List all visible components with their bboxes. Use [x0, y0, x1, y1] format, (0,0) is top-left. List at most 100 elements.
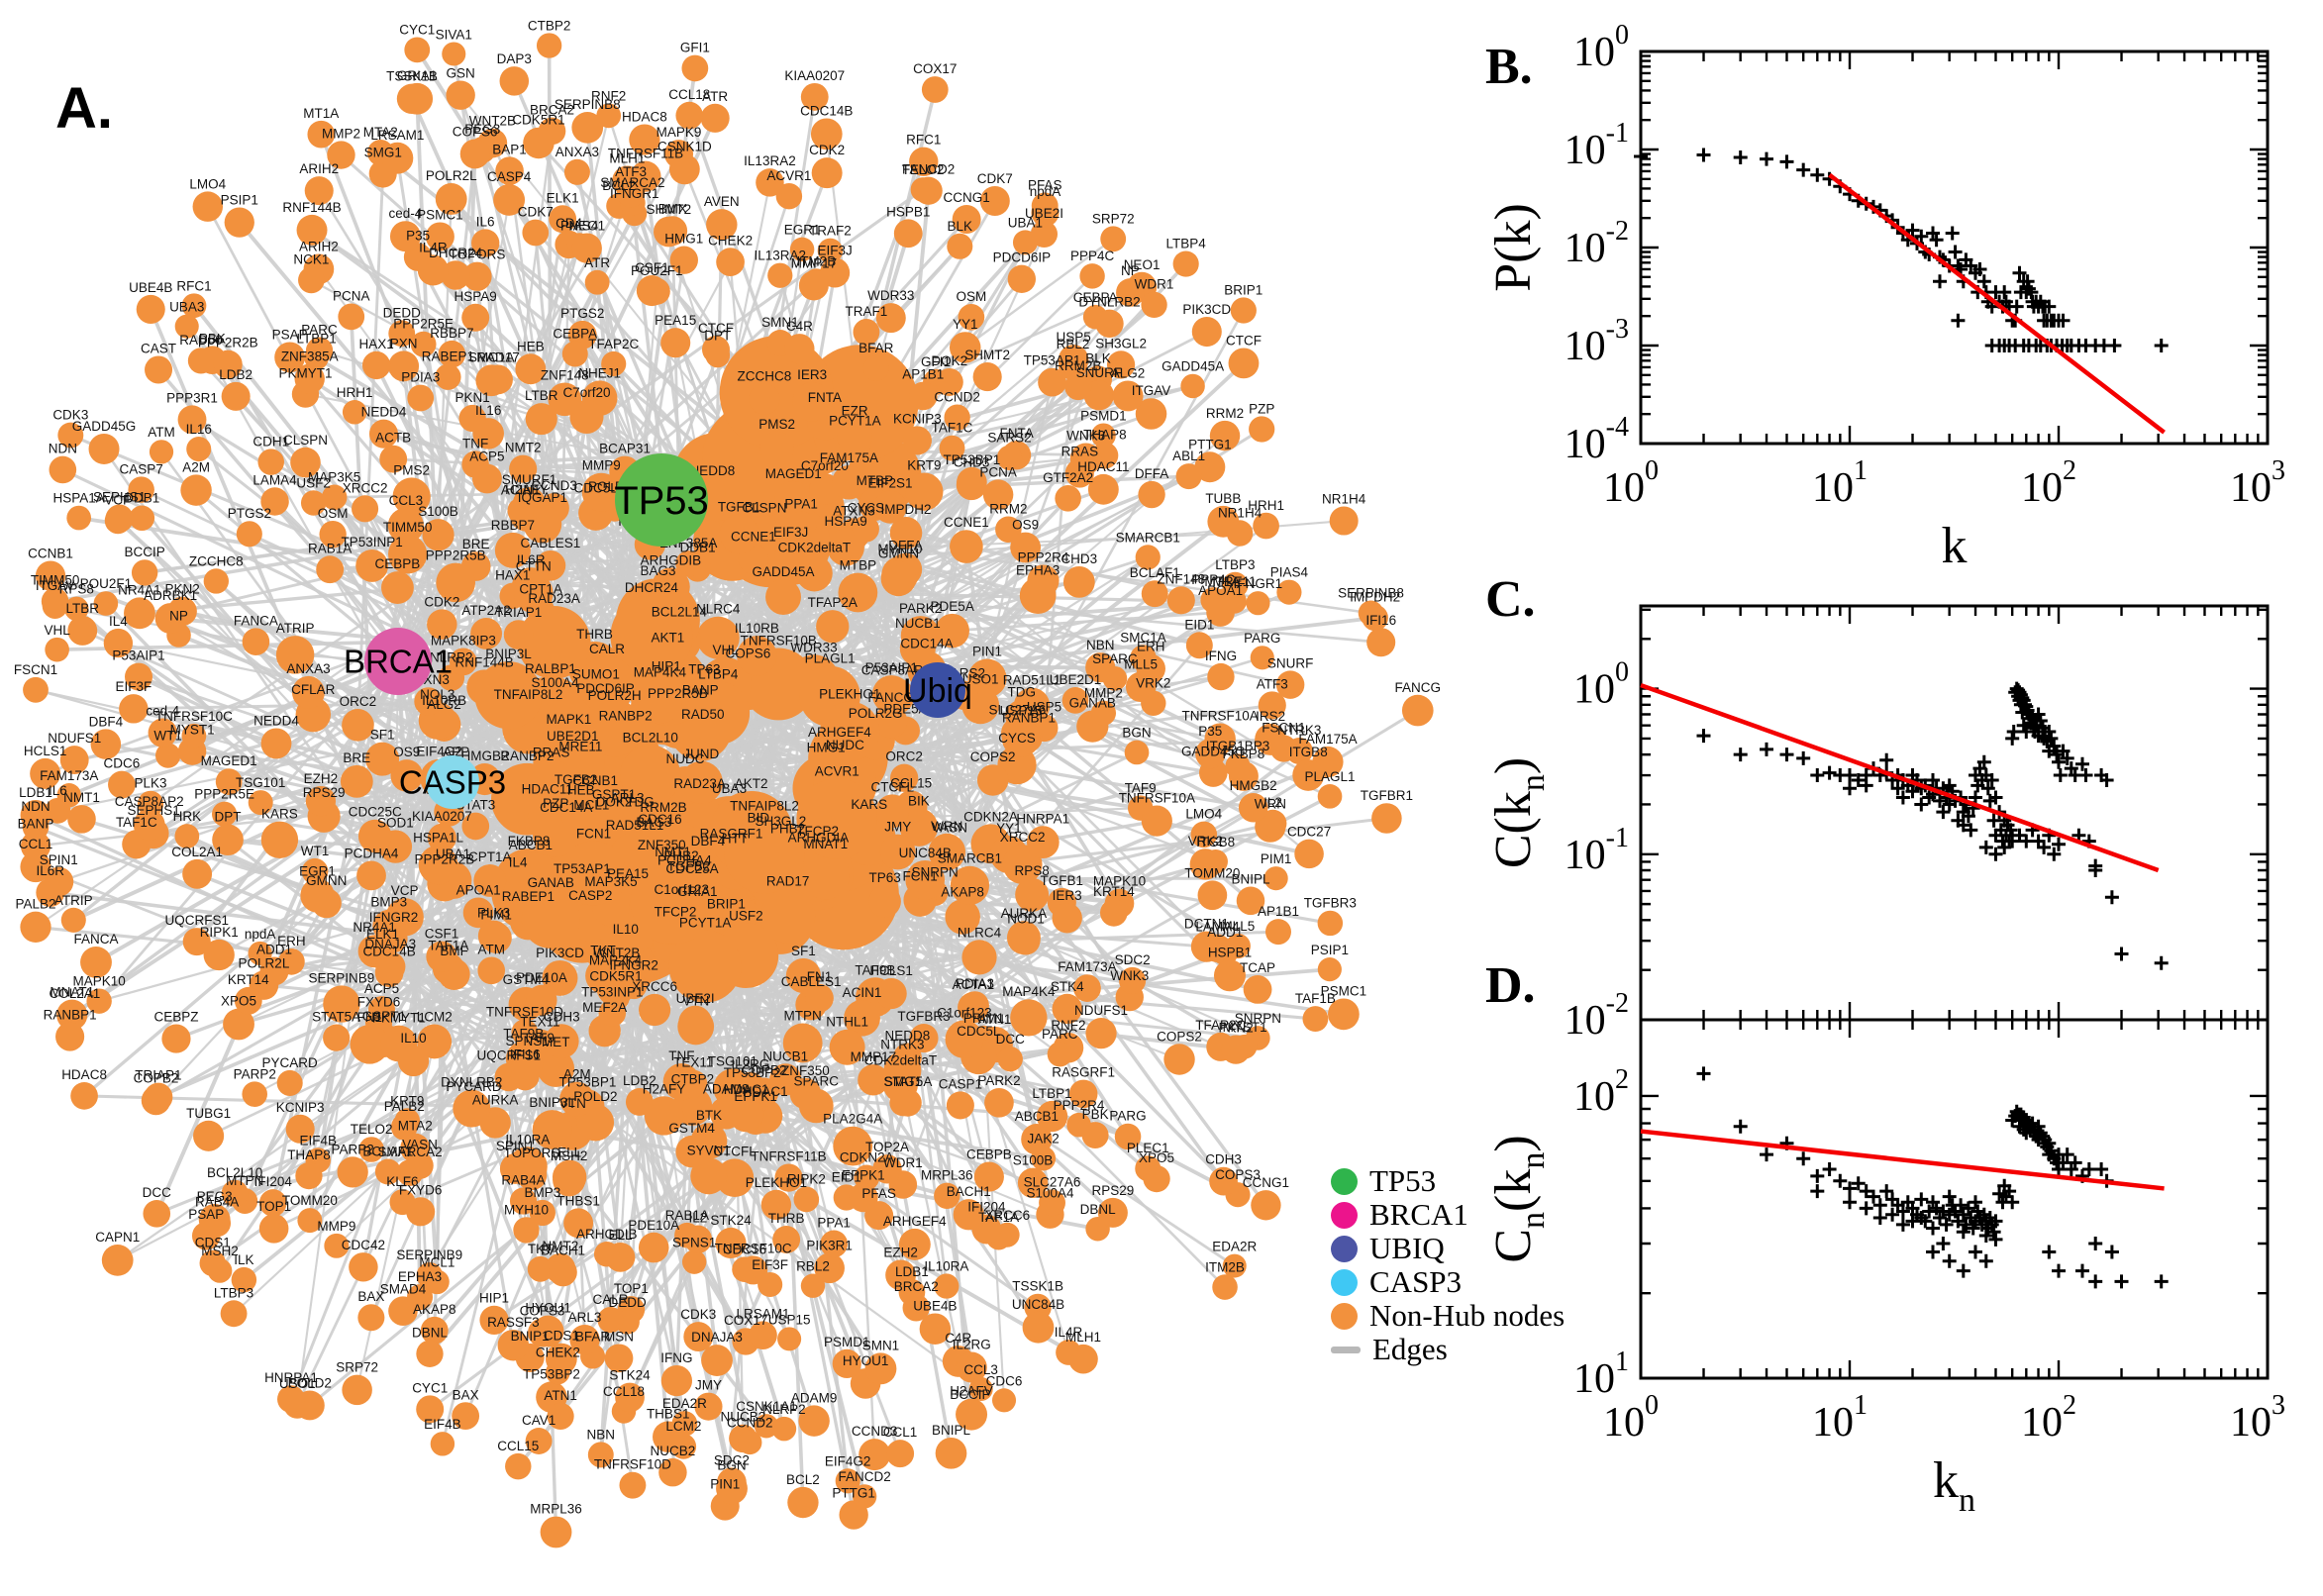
node-label: CCNE1: [731, 530, 776, 545]
node-label: HSPA1A: [53, 491, 105, 506]
node-label: COPS2: [970, 749, 1016, 764]
node-label: SDC2: [1115, 952, 1151, 967]
network-node: [1141, 580, 1168, 608]
node-label: POLR2H: [588, 688, 642, 703]
node-label: HSPA9: [454, 289, 497, 304]
node-label: PIN1: [972, 645, 1002, 659]
node-label: LDB1: [895, 1264, 929, 1279]
node-label: PCDHA4: [345, 846, 399, 860]
node-label: RFC1: [906, 133, 941, 148]
network-node: [706, 209, 738, 241]
legend-label: CASP3: [1369, 1264, 1463, 1299]
network-node: [242, 1081, 268, 1107]
node-label: PPP2R5B: [426, 549, 486, 563]
y-tick-label: 10-1: [1565, 823, 1629, 878]
node-label: BNIPL: [932, 1423, 971, 1438]
scatter-points: [1696, 681, 2169, 970]
node-label: PALB2: [15, 897, 55, 912]
network-node: [902, 426, 932, 455]
network-node: [174, 824, 200, 848]
network-node: [683, 1322, 714, 1352]
node-label: KIAA0207: [412, 809, 472, 824]
node-label: COX17: [913, 61, 957, 76]
network-node: [67, 805, 96, 834]
network-node: [1091, 423, 1116, 449]
node-label: DBF4: [691, 834, 726, 848]
network-node: [144, 1082, 173, 1112]
node-label: BCAP31: [599, 442, 651, 456]
y-tick-label: 10-2: [1565, 216, 1629, 271]
node-label: TRIAP1: [495, 605, 542, 620]
network-node: [294, 363, 325, 394]
node-label: DCC: [996, 1032, 1025, 1047]
network-node: [248, 790, 273, 816]
node-label: VHL: [44, 623, 70, 638]
network-node: [563, 158, 590, 185]
brca1-dot-icon: [1331, 1201, 1358, 1229]
node-label: NLRP2: [762, 1402, 806, 1417]
network-node: [716, 248, 745, 276]
node-label: UBE2I: [1025, 206, 1063, 221]
node-label: BMX: [658, 201, 687, 216]
node-label: DCC: [143, 1185, 171, 1200]
node-label: AKAP8: [941, 884, 984, 899]
node-label: EPHA3: [1016, 562, 1060, 577]
node-label: EZH2: [304, 771, 339, 786]
node-label: ACTA1: [953, 977, 995, 992]
node-label: POLR2L: [239, 955, 290, 970]
node-label: CCND2: [727, 1416, 773, 1431]
network-node: [540, 1516, 572, 1548]
node-label: PZP: [543, 796, 568, 811]
node-label: SERPINB8: [555, 97, 621, 112]
node-label: PLK3: [135, 776, 167, 791]
network-node: [20, 911, 51, 943]
network-node: [1230, 297, 1257, 324]
node-label: JMY: [695, 1378, 722, 1393]
node-label: ANXA3: [556, 145, 599, 159]
node-label: NUCB1: [895, 616, 941, 631]
network-node: [497, 1329, 530, 1361]
nonhub-dot-icon: [1331, 1302, 1358, 1330]
node-label: FCN1: [903, 868, 938, 883]
network-node: [669, 246, 698, 274]
network-node: [435, 183, 467, 215]
node-label: IL4: [509, 854, 528, 869]
node-label: CALR: [593, 1292, 629, 1307]
network-node: [1243, 974, 1272, 1004]
network-node: [1197, 880, 1228, 911]
network-node: [1138, 480, 1165, 509]
node-label: EDA2R: [662, 1396, 707, 1411]
node-label: DFFA: [1135, 466, 1169, 481]
network-node: [1294, 839, 1324, 869]
node-label: SERPINB9: [309, 970, 375, 985]
node-label: HSPB1: [1208, 945, 1252, 959]
node-label: BCCIP: [125, 545, 165, 559]
network-node: [1246, 591, 1270, 616]
network-node: [787, 1486, 819, 1519]
node-label: CYC1: [412, 1380, 448, 1395]
network-node: [379, 445, 408, 473]
node-label: PPP2R5B: [648, 686, 708, 701]
node-label: NCK1: [293, 252, 329, 267]
network-node: [499, 66, 530, 96]
node-label: LTBP3: [214, 1285, 253, 1300]
node-label: POLR2L: [426, 168, 477, 183]
network-node: [771, 1416, 797, 1442]
network-node: [149, 440, 174, 464]
node-label: CYCS: [848, 501, 885, 516]
legend-label: BRCA1: [1369, 1197, 1468, 1232]
node-label: RRAS: [1061, 444, 1099, 458]
network-node: [908, 381, 938, 411]
node-label: SPNS1: [505, 1034, 549, 1048]
fit-line: [1640, 682, 2160, 873]
network-node: [958, 303, 985, 331]
node-label: NUDC: [826, 738, 864, 752]
node-label: PLK3: [477, 906, 510, 921]
network-node: [772, 1226, 801, 1253]
node-label: CDKN2A: [840, 1150, 894, 1165]
network-node: [1317, 784, 1343, 809]
scatter-points: [1696, 1066, 2169, 1289]
node-label: ARL3: [568, 1310, 602, 1325]
network-node: [154, 603, 186, 635]
node-label: CCL18: [668, 87, 710, 102]
